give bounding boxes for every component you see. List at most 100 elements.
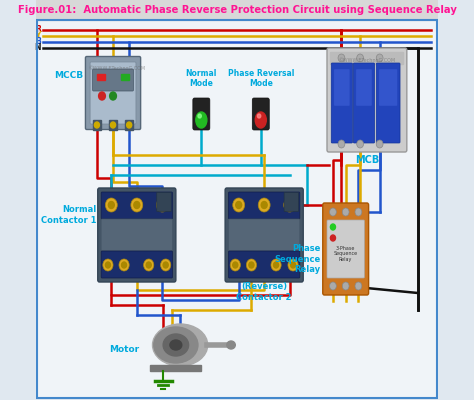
FancyBboxPatch shape: [225, 188, 303, 282]
Circle shape: [94, 122, 100, 128]
Text: Phase
Sequence
Relay: Phase Sequence Relay: [274, 244, 320, 274]
Circle shape: [105, 262, 110, 268]
Circle shape: [159, 202, 165, 208]
Circle shape: [119, 259, 129, 271]
Circle shape: [105, 198, 117, 212]
Ellipse shape: [170, 340, 182, 350]
Circle shape: [261, 202, 267, 208]
FancyBboxPatch shape: [327, 220, 365, 278]
FancyBboxPatch shape: [379, 69, 398, 106]
Text: Phase Reversal
Mode: Phase Reversal Mode: [228, 69, 294, 88]
FancyBboxPatch shape: [331, 63, 353, 143]
Circle shape: [258, 198, 270, 212]
FancyBboxPatch shape: [356, 69, 372, 106]
Ellipse shape: [154, 327, 198, 363]
Circle shape: [161, 259, 171, 271]
Circle shape: [338, 54, 345, 62]
Circle shape: [109, 92, 117, 100]
Circle shape: [287, 202, 292, 208]
Circle shape: [146, 262, 151, 268]
Circle shape: [330, 235, 336, 241]
Circle shape: [131, 198, 143, 212]
FancyBboxPatch shape: [323, 203, 369, 295]
Circle shape: [376, 54, 383, 62]
Circle shape: [342, 208, 349, 216]
Circle shape: [144, 259, 154, 271]
Circle shape: [110, 122, 116, 128]
Ellipse shape: [163, 334, 189, 356]
FancyBboxPatch shape: [157, 192, 171, 212]
Ellipse shape: [257, 114, 261, 118]
Text: Normal
Mode: Normal Mode: [186, 69, 217, 88]
Circle shape: [249, 262, 254, 268]
Circle shape: [163, 262, 168, 268]
Text: R: R: [35, 26, 41, 34]
Circle shape: [357, 140, 364, 148]
Circle shape: [357, 54, 364, 62]
Circle shape: [156, 198, 168, 212]
Bar: [97, 74, 105, 80]
Circle shape: [233, 262, 238, 268]
Circle shape: [246, 259, 256, 271]
Circle shape: [376, 140, 383, 148]
Circle shape: [329, 282, 337, 290]
Circle shape: [134, 202, 140, 208]
FancyBboxPatch shape: [228, 192, 300, 219]
Circle shape: [291, 262, 296, 268]
Ellipse shape: [227, 341, 235, 349]
Bar: [92, 120, 101, 130]
FancyBboxPatch shape: [101, 192, 173, 219]
FancyBboxPatch shape: [90, 62, 136, 124]
Text: 3-Phase
Sequence
Relay: 3-Phase Sequence Relay: [334, 246, 358, 262]
FancyBboxPatch shape: [284, 192, 299, 212]
FancyBboxPatch shape: [252, 98, 269, 130]
Circle shape: [236, 202, 242, 208]
Text: Y: Y: [36, 32, 41, 40]
Text: Figure.01:  Automatic Phase Reverse Protection Circuit using Sequence Relay: Figure.01: Automatic Phase Reverse Prote…: [18, 5, 456, 15]
FancyBboxPatch shape: [85, 56, 141, 130]
FancyBboxPatch shape: [334, 69, 350, 106]
Circle shape: [121, 262, 127, 268]
Circle shape: [329, 208, 337, 216]
Text: MCCB: MCCB: [54, 72, 83, 80]
Circle shape: [127, 122, 132, 128]
Text: Motor: Motor: [109, 346, 139, 354]
FancyBboxPatch shape: [376, 63, 400, 143]
Circle shape: [233, 198, 245, 212]
Ellipse shape: [255, 112, 266, 128]
FancyBboxPatch shape: [193, 98, 210, 130]
FancyBboxPatch shape: [101, 219, 173, 251]
FancyBboxPatch shape: [228, 219, 300, 251]
FancyBboxPatch shape: [92, 69, 133, 91]
Text: ©WWW.ETechnoG.COM: ©WWW.ETechnoG.COM: [89, 66, 146, 70]
Text: ©WWW.ETechnoG.COM: ©WWW.ETechnoG.COM: [338, 58, 395, 62]
Text: B: B: [35, 38, 41, 46]
Text: (Reverse)
Contactor 2: (Reverse) Contactor 2: [237, 282, 292, 302]
Ellipse shape: [153, 324, 208, 366]
Bar: [109, 120, 117, 130]
Bar: [125, 120, 133, 130]
FancyBboxPatch shape: [327, 48, 407, 152]
Circle shape: [342, 282, 349, 290]
Text: MCB: MCB: [355, 155, 379, 165]
Circle shape: [284, 198, 296, 212]
FancyBboxPatch shape: [353, 63, 374, 143]
FancyBboxPatch shape: [228, 251, 300, 278]
Circle shape: [109, 202, 114, 208]
Circle shape: [271, 259, 281, 271]
Text: N: N: [34, 44, 41, 52]
Bar: [330, 52, 403, 64]
Ellipse shape: [198, 114, 201, 118]
Circle shape: [273, 262, 279, 268]
Circle shape: [338, 140, 345, 148]
Circle shape: [230, 259, 240, 271]
Circle shape: [355, 282, 362, 290]
Circle shape: [103, 259, 113, 271]
Circle shape: [330, 224, 336, 230]
Circle shape: [355, 208, 362, 216]
FancyBboxPatch shape: [98, 188, 176, 282]
Bar: [36, 0, 438, 20]
Circle shape: [99, 92, 105, 100]
Circle shape: [288, 259, 298, 271]
Bar: [121, 74, 129, 80]
